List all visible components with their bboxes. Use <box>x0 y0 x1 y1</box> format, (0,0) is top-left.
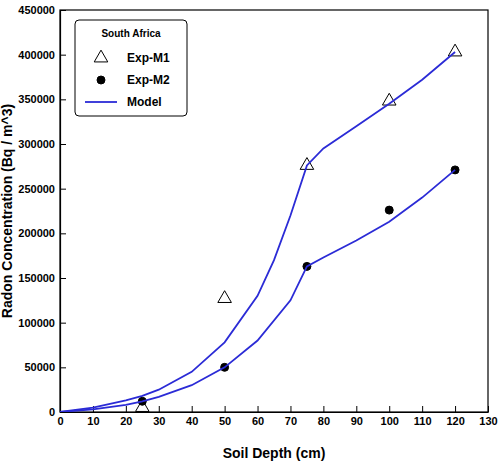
data-point <box>448 44 462 56</box>
y-tick: 400000 <box>18 49 66 61</box>
x-tick-mark <box>225 406 226 412</box>
legend-entry: Model <box>85 95 162 109</box>
legend-entry: Exp-M1 <box>94 50 170 65</box>
y-axis-title: Radon Concentration (Bq / m^3) <box>0 104 15 318</box>
x-tick: 50 <box>219 406 231 427</box>
x-tick-label: 10 <box>87 415 99 427</box>
x-tick-label: 0 <box>57 415 63 427</box>
x-tick-label: 50 <box>219 415 231 427</box>
x-tick: 20 <box>120 406 132 427</box>
y-axis: 0 50000 100000 150000 200000 250000 300000 3500… <box>18 4 66 418</box>
y-tick-label: 450000 <box>18 4 55 16</box>
y-tick-mark <box>60 323 66 324</box>
legend: South Africa Exp-M1 Exp-M2 Model <box>75 20 187 116</box>
y-tick: 350000 <box>18 93 66 105</box>
y-tick: 250000 <box>18 183 66 195</box>
legend-label: Exp-M1 <box>127 51 170 65</box>
y-tick: 300000 <box>18 138 66 150</box>
x-tick-label: 80 <box>318 415 330 427</box>
y-tick-mark <box>60 367 66 368</box>
x-tick: 110 <box>414 406 432 427</box>
y-tick-label: 100000 <box>18 317 55 329</box>
x-tick-mark <box>455 406 456 412</box>
plot-frame <box>60 10 488 412</box>
x-axis-line <box>61 412 489 413</box>
legend-box <box>75 20 187 116</box>
y-tick: 450000 <box>18 4 66 16</box>
chart-svg: 0 10 20 30 40 50 60 70 80 90 100 110 120 130 0 50000 100… <box>0 0 500 466</box>
legend-title: South Africa <box>101 28 161 39</box>
y-tick-label: 350000 <box>18 93 55 105</box>
chart-container: 0 10 20 30 40 50 60 70 80 90 100 110 120 130 0 50000 100… <box>0 0 500 466</box>
x-tick-label: 120 <box>446 415 464 427</box>
y-tick: 100000 <box>18 317 66 329</box>
data-point <box>218 291 232 303</box>
data-point <box>385 206 393 214</box>
y-tick: 150000 <box>18 272 66 284</box>
y-tick-label: 50000 <box>24 361 55 373</box>
x-tick-mark <box>126 406 127 412</box>
x-tick-mark <box>159 406 160 412</box>
x-tick-mark <box>290 406 291 412</box>
y-tick-label: 250000 <box>18 183 55 195</box>
y-tick-mark <box>60 189 66 190</box>
x-tick: 120 <box>446 406 464 427</box>
y-tick-mark <box>60 233 66 234</box>
y-tick: 200000 <box>18 227 66 239</box>
y-tick: 50000 <box>24 361 66 373</box>
y-axis-line <box>60 11 61 413</box>
x-tick: 130 <box>479 406 497 427</box>
x-axis-title: Soil Depth (cm) <box>223 445 326 461</box>
y-tick: 0 <box>49 406 66 418</box>
y-tick-label: 300000 <box>18 138 55 150</box>
x-tick: 40 <box>186 406 198 427</box>
y-tick-label: 200000 <box>18 227 55 239</box>
legend-swatch <box>97 76 105 84</box>
x-tick-label: 60 <box>252 415 264 427</box>
x-tick-mark <box>488 406 489 412</box>
x-tick-label: 30 <box>153 415 165 427</box>
x-tick-label: 100 <box>381 415 399 427</box>
x-tick-mark <box>323 406 324 412</box>
y-tick-mark <box>60 412 66 413</box>
y-tick-mark <box>60 278 66 279</box>
model-line <box>60 170 455 412</box>
y-tick-label: 400000 <box>18 49 55 61</box>
y-tick-mark <box>60 99 66 100</box>
x-tick-label: 40 <box>186 415 198 427</box>
x-tick-mark <box>389 406 390 412</box>
y-tick-mark <box>60 55 66 56</box>
y-tick-mark <box>60 10 66 11</box>
plot: 0 10 20 30 40 50 60 70 80 90 100 110 120 130 0 50000 100… <box>18 4 497 427</box>
legend-entry: Exp-M2 <box>97 73 170 87</box>
legend-label: Model <box>127 95 162 109</box>
x-axis: 0 10 20 30 40 50 60 70 80 90 100 110 120 130 <box>57 406 497 427</box>
x-tick: 30 <box>153 406 165 427</box>
x-tick-label: 70 <box>285 415 297 427</box>
x-tick-label: 110 <box>414 415 432 427</box>
y-tick-mark <box>60 144 66 145</box>
legend-swatch <box>85 101 117 103</box>
x-tick-mark <box>192 406 193 412</box>
x-tick: 90 <box>351 406 363 427</box>
legend-label: Exp-M2 <box>127 73 170 87</box>
x-tick: 80 <box>318 406 330 427</box>
x-tick: 70 <box>285 406 297 427</box>
legend-swatch <box>94 50 108 62</box>
y-tick-label: 150000 <box>18 272 55 284</box>
y-tick-label: 0 <box>49 406 55 418</box>
x-tick-mark <box>258 406 259 412</box>
x-tick: 100 <box>381 406 399 427</box>
x-tick-label: 130 <box>479 415 497 427</box>
x-tick-label: 20 <box>120 415 132 427</box>
x-tick-label: 90 <box>351 415 363 427</box>
x-tick-mark <box>356 406 357 412</box>
x-tick: 60 <box>252 406 264 427</box>
x-tick-mark <box>422 406 423 412</box>
